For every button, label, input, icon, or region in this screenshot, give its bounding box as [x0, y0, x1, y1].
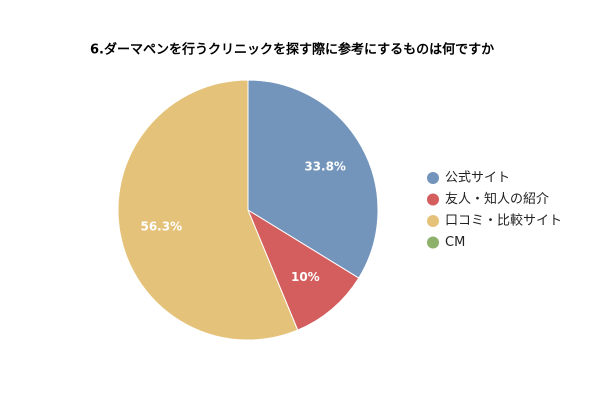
legend-marker: [427, 172, 439, 184]
pie-slice: [247, 79, 379, 279]
legend-label: 公式サイト: [445, 171, 510, 186]
value-label: 10%: [291, 270, 320, 284]
pie-slice: [117, 79, 299, 341]
legend-label: CM: [445, 235, 465, 250]
legend-marker: [427, 193, 439, 206]
legend-marker: [427, 236, 439, 249]
pie-slice: [246, 208, 360, 331]
value-label: 33.8%: [304, 159, 346, 173]
value-label: 56.3%: [140, 220, 182, 234]
legend-label: 友人・知人の紹介: [445, 191, 549, 207]
legend-label: 口コミ・比較サイト: [445, 214, 562, 229]
legend-marker: [427, 215, 439, 227]
chart-title: 6.ダーマペンを行うクリニックを探す際に参考にするものは何ですか: [90, 42, 494, 58]
